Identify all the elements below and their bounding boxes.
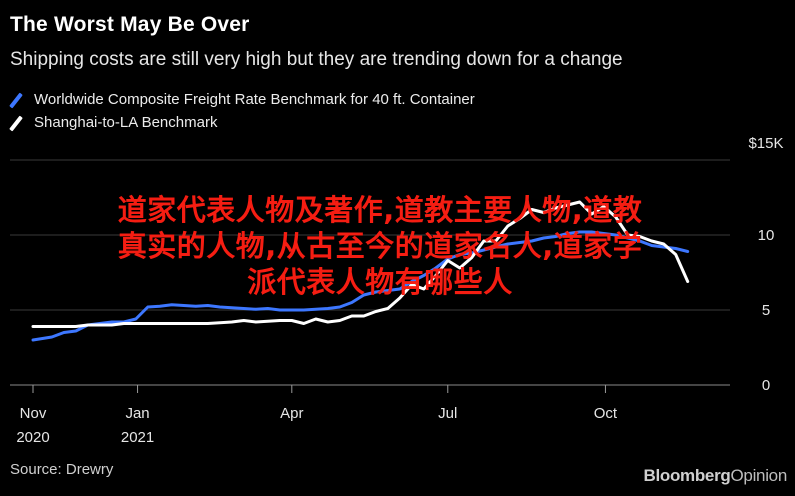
- series-line-shanghai: [31, 200, 690, 328]
- y-axis: 0 5 10 $15K: [748, 135, 783, 394]
- chart-subtitle: Shipping costs are still very high but t…: [10, 49, 623, 70]
- overlay-line-1: 道家代表人物及著作,道教主要人物,道教: [117, 193, 643, 227]
- source-note: Source: Drewry: [10, 461, 114, 478]
- y-tick-label: $15K: [748, 135, 783, 152]
- legend-label-shanghai: Shanghai-to-LA Benchmark: [34, 114, 218, 131]
- x-tick-sublabel: 2020: [16, 429, 49, 446]
- x-tick-label: Jul: [438, 405, 457, 422]
- legend-swatch-shanghai: [9, 115, 23, 132]
- bloomberg-opinion-logo: BloombergOpinion: [643, 466, 787, 486]
- legend-item-shanghai: Shanghai-to-LA Benchmark: [9, 111, 475, 134]
- x-tick-sublabel: 2021: [121, 429, 154, 446]
- legend-swatch-composite: [9, 92, 23, 109]
- gridlines: [10, 159, 730, 386]
- overlay-watermark-text: 道家代表人物及著作,道教主要人物,道教 真实的人物,从古至今的道家名人,道家学 …: [0, 192, 760, 300]
- series-line-composite: [31, 230, 690, 342]
- x-tick-label: Oct: [594, 405, 618, 422]
- overlay-line-2: 真实的人物,从古至今的道家名人,道家学: [117, 229, 643, 263]
- legend-label-composite: Worldwide Composite Freight Rate Benchma…: [34, 91, 475, 108]
- y-tick-label: 5: [762, 302, 770, 319]
- overlay-line-3: 派代表人物有哪些人: [247, 265, 513, 299]
- x-axis: Nov 2020 Jan 2021 Apr Jul Oct: [16, 385, 618, 446]
- legend-item-composite: Worldwide Composite Freight Rate Benchma…: [9, 88, 475, 111]
- chart-title: The Worst May Be Over: [10, 13, 250, 36]
- brand-main: Bloomberg: [643, 466, 731, 485]
- x-tick-label: Jan: [125, 405, 149, 422]
- y-tick-label: 0: [762, 377, 770, 394]
- x-tick-label: Nov: [20, 405, 47, 422]
- brand-suffix: Opinion: [730, 466, 788, 485]
- y-tick-label: 10: [758, 227, 775, 244]
- legend: Worldwide Composite Freight Rate Benchma…: [9, 88, 475, 134]
- x-tick-label: Apr: [280, 405, 303, 422]
- series-lines: [31, 200, 690, 342]
